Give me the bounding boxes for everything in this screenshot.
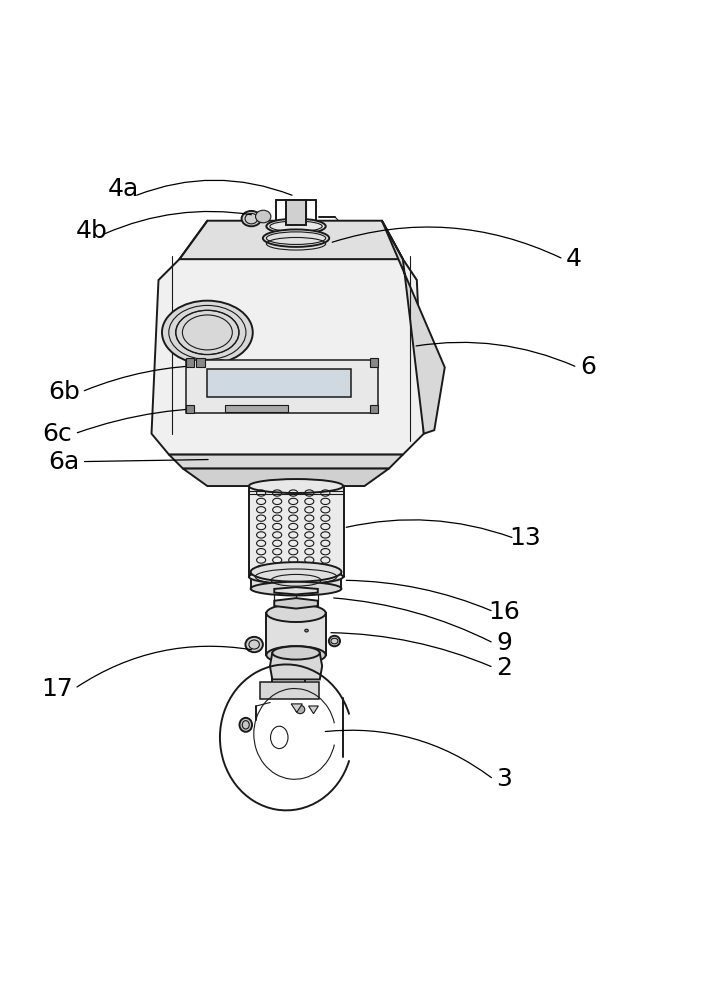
Text: 9: 9 bbox=[496, 631, 512, 655]
Ellipse shape bbox=[329, 636, 340, 646]
Ellipse shape bbox=[162, 301, 253, 364]
Ellipse shape bbox=[256, 210, 271, 223]
Polygon shape bbox=[270, 653, 322, 679]
Ellipse shape bbox=[218, 360, 225, 365]
Polygon shape bbox=[183, 469, 389, 486]
Polygon shape bbox=[370, 405, 379, 413]
Polygon shape bbox=[186, 360, 379, 413]
Text: 6: 6 bbox=[580, 355, 596, 379]
Ellipse shape bbox=[209, 360, 216, 365]
Ellipse shape bbox=[249, 479, 343, 493]
Polygon shape bbox=[260, 682, 319, 699]
Ellipse shape bbox=[266, 646, 326, 664]
Ellipse shape bbox=[272, 646, 320, 660]
Ellipse shape bbox=[263, 229, 329, 247]
Polygon shape bbox=[207, 369, 350, 397]
Ellipse shape bbox=[251, 582, 341, 596]
Text: 3: 3 bbox=[496, 767, 512, 791]
Polygon shape bbox=[308, 706, 318, 714]
Ellipse shape bbox=[249, 570, 343, 584]
Polygon shape bbox=[151, 259, 424, 455]
Ellipse shape bbox=[266, 219, 326, 234]
Polygon shape bbox=[382, 221, 444, 434]
Polygon shape bbox=[291, 704, 302, 712]
Ellipse shape bbox=[305, 629, 308, 632]
Ellipse shape bbox=[242, 211, 261, 226]
Polygon shape bbox=[274, 587, 318, 594]
Ellipse shape bbox=[266, 604, 326, 622]
Polygon shape bbox=[169, 455, 403, 469]
Text: 2: 2 bbox=[496, 656, 512, 680]
Text: 17: 17 bbox=[41, 677, 73, 701]
Ellipse shape bbox=[240, 718, 252, 732]
Polygon shape bbox=[251, 572, 341, 589]
Ellipse shape bbox=[251, 562, 341, 582]
FancyBboxPatch shape bbox=[286, 200, 306, 225]
Text: 4: 4 bbox=[566, 247, 582, 271]
Polygon shape bbox=[250, 486, 343, 577]
Text: 4a: 4a bbox=[108, 177, 139, 201]
Text: 6c: 6c bbox=[42, 422, 72, 446]
Ellipse shape bbox=[281, 684, 297, 696]
Text: 4b: 4b bbox=[76, 219, 108, 243]
Polygon shape bbox=[225, 405, 287, 412]
Polygon shape bbox=[179, 221, 403, 259]
Text: 6a: 6a bbox=[48, 450, 80, 474]
Ellipse shape bbox=[296, 705, 305, 714]
Polygon shape bbox=[186, 358, 194, 367]
Text: 6b: 6b bbox=[48, 380, 80, 404]
Polygon shape bbox=[196, 358, 205, 367]
Polygon shape bbox=[370, 358, 379, 367]
Ellipse shape bbox=[245, 637, 263, 652]
Text: 13: 13 bbox=[509, 526, 541, 550]
Text: 16: 16 bbox=[488, 600, 520, 624]
Polygon shape bbox=[274, 598, 318, 609]
Polygon shape bbox=[266, 613, 326, 655]
Polygon shape bbox=[186, 405, 194, 413]
